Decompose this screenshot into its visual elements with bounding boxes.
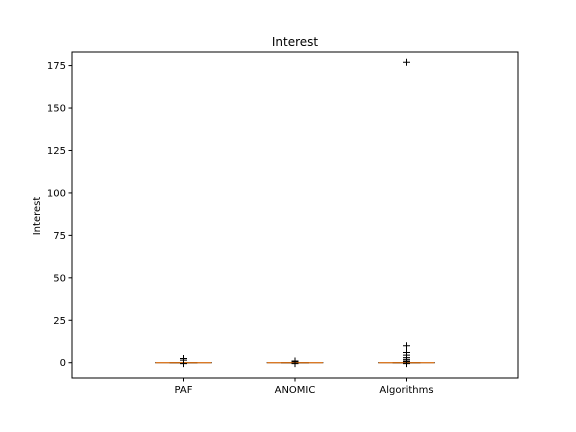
outlier-marker xyxy=(291,360,299,368)
outlier-marker xyxy=(403,360,410,368)
x-tick-label: Algorithms xyxy=(379,385,433,396)
y-tick-label: 0 xyxy=(60,358,66,369)
y-tick-label: 150 xyxy=(47,104,66,115)
boxes xyxy=(155,58,435,368)
chart-title: Interest xyxy=(272,35,319,49)
outlier-marker xyxy=(403,342,410,350)
plot-frame xyxy=(71,51,519,379)
y-tick-label: 175 xyxy=(47,61,66,72)
y-tick-label: 125 xyxy=(47,146,66,157)
axes-ticks: 0 25 50 75 100 125 150 175 PAF ANOMIC Algorithms xyxy=(47,61,434,396)
x-tick-label: ANOMIC xyxy=(275,385,316,396)
box-algorithms xyxy=(378,58,435,368)
y-tick-label: 50 xyxy=(53,273,66,284)
y-tick-label: 25 xyxy=(53,316,66,327)
outlier-marker xyxy=(180,360,187,368)
y-axis-label: Interest xyxy=(32,197,43,236)
y-tick-label: 75 xyxy=(53,231,66,242)
x-tick-label: PAF xyxy=(175,385,193,396)
outlier-marker xyxy=(403,58,410,66)
box-paf xyxy=(155,354,212,368)
y-tick-label: 100 xyxy=(47,188,66,199)
box-anomic xyxy=(266,357,324,368)
